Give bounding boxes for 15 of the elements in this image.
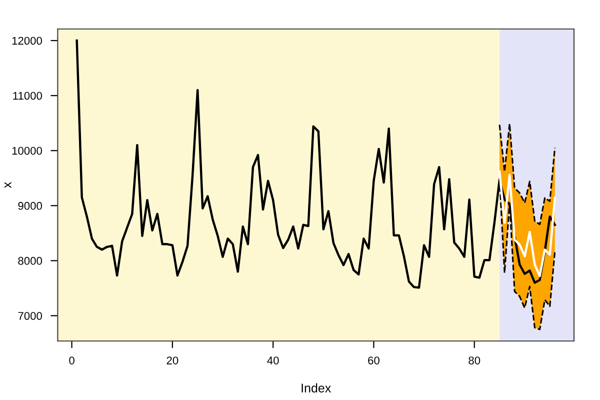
x-tick-label: 60 [368, 356, 380, 364]
x-tick-label: 80 [468, 356, 480, 364]
y-tick-label: 9000 [18, 202, 42, 210]
x-tick-label: 40 [267, 356, 279, 364]
x-tick-label: 20 [166, 356, 178, 364]
y-tick-label: 7000 [18, 312, 42, 320]
x-axis-title: Index [302, 383, 332, 392]
line-series [498, 170, 556, 278]
x-tick-label: 0 [69, 356, 74, 364]
line-series [498, 122, 556, 226]
y-tick-label: 12000 [12, 36, 42, 45]
y-tick-label: 10000 [12, 146, 42, 155]
y-tick-label: 11000 [13, 92, 42, 100]
y-axis-title: x [4, 182, 12, 188]
y-tick-label: 8000 [18, 256, 42, 265]
